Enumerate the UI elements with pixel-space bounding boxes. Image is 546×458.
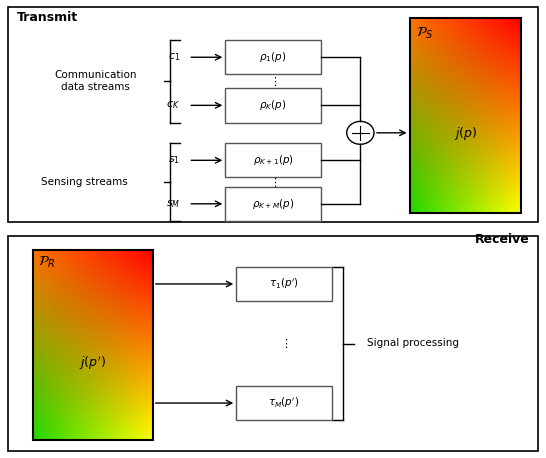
Text: $\vdots$: $\vdots$ [280,337,288,350]
Text: $\mathcal{P}_S$: $\mathcal{P}_S$ [416,25,434,41]
Text: $\mathcal{P}_R$: $\mathcal{P}_R$ [38,254,56,270]
Text: Receive: Receive [475,233,530,245]
FancyBboxPatch shape [225,40,321,75]
Text: $\tau_1(p')$: $\tau_1(p')$ [269,277,299,291]
Bar [8,236,538,451]
Bar [33,250,153,440]
Text: $s_1$: $s_1$ [168,154,180,166]
Text: $\tau_M(p')$: $\tau_M(p')$ [268,396,300,410]
FancyBboxPatch shape [225,88,321,122]
FancyBboxPatch shape [236,267,331,301]
Text: Communication
data streams: Communication data streams [54,71,137,92]
Text: $\rho_{K+1}(p)$: $\rho_{K+1}(p)$ [253,153,293,167]
Text: $\rho_{K+M}(p)$: $\rho_{K+M}(p)$ [252,197,294,211]
Text: $c_1$: $c_1$ [168,51,180,63]
Text: $\vdots$: $\vdots$ [269,75,277,88]
Text: $\rho_K(p)$: $\rho_K(p)$ [259,98,287,112]
Text: Sensing streams: Sensing streams [41,177,128,187]
Text: $j(p)$: $j(p)$ [454,125,477,142]
FancyBboxPatch shape [236,386,331,420]
Bar [410,18,521,213]
Text: $\rho_1(p)$: $\rho_1(p)$ [259,50,287,64]
Text: $j(p')$: $j(p')$ [79,354,106,372]
Text: Signal processing: Signal processing [367,338,459,349]
Text: $c_K$: $c_K$ [167,99,180,111]
Text: Transmit: Transmit [16,11,78,24]
Text: $\vdots$: $\vdots$ [269,175,277,189]
FancyBboxPatch shape [225,143,321,177]
Bar [8,7,538,222]
Text: $s_M$: $s_M$ [166,198,180,210]
FancyBboxPatch shape [225,187,321,221]
